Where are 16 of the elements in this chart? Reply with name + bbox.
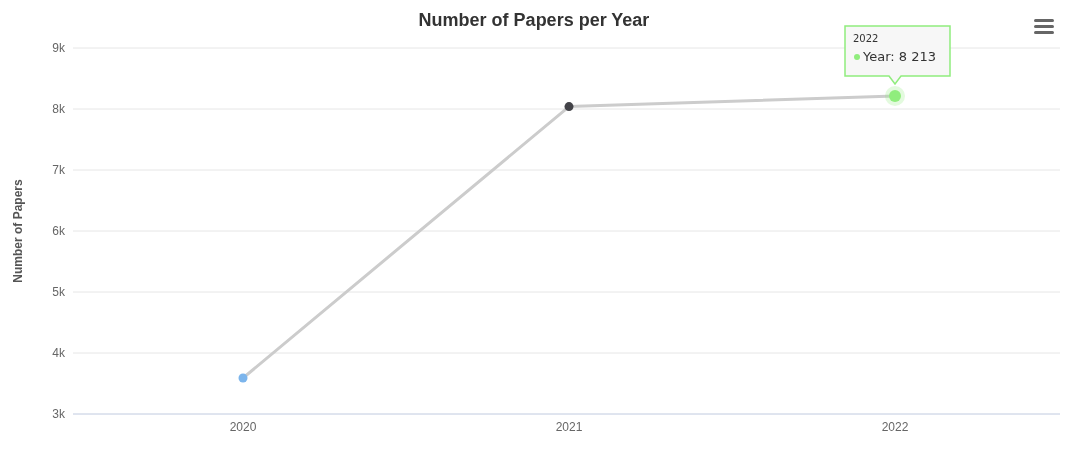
x-tick-label: 2022 — [881, 419, 909, 434]
y-tick-label: 7k — [52, 163, 66, 178]
y-tick-label: 4k — [52, 346, 66, 361]
y-axis-title: Number of Papers — [11, 178, 26, 283]
x-tick-label: 2020 — [229, 419, 257, 434]
text: 2022 — [853, 33, 879, 45]
chart-title: Number of Papers per Year — [417, 10, 651, 31]
y-tick-label: 9k — [52, 41, 66, 56]
y-tick-label: 6k — [52, 224, 66, 239]
y-tick-label: 3k — [52, 407, 66, 422]
y-tick-label: 8k — [52, 102, 66, 117]
annotation: Year: 8 213 — [862, 49, 937, 65]
point — [564, 102, 574, 112]
x-tick-label: 2021 — [555, 419, 583, 434]
y-tick-label: 5k — [52, 285, 66, 300]
point — [238, 373, 248, 383]
